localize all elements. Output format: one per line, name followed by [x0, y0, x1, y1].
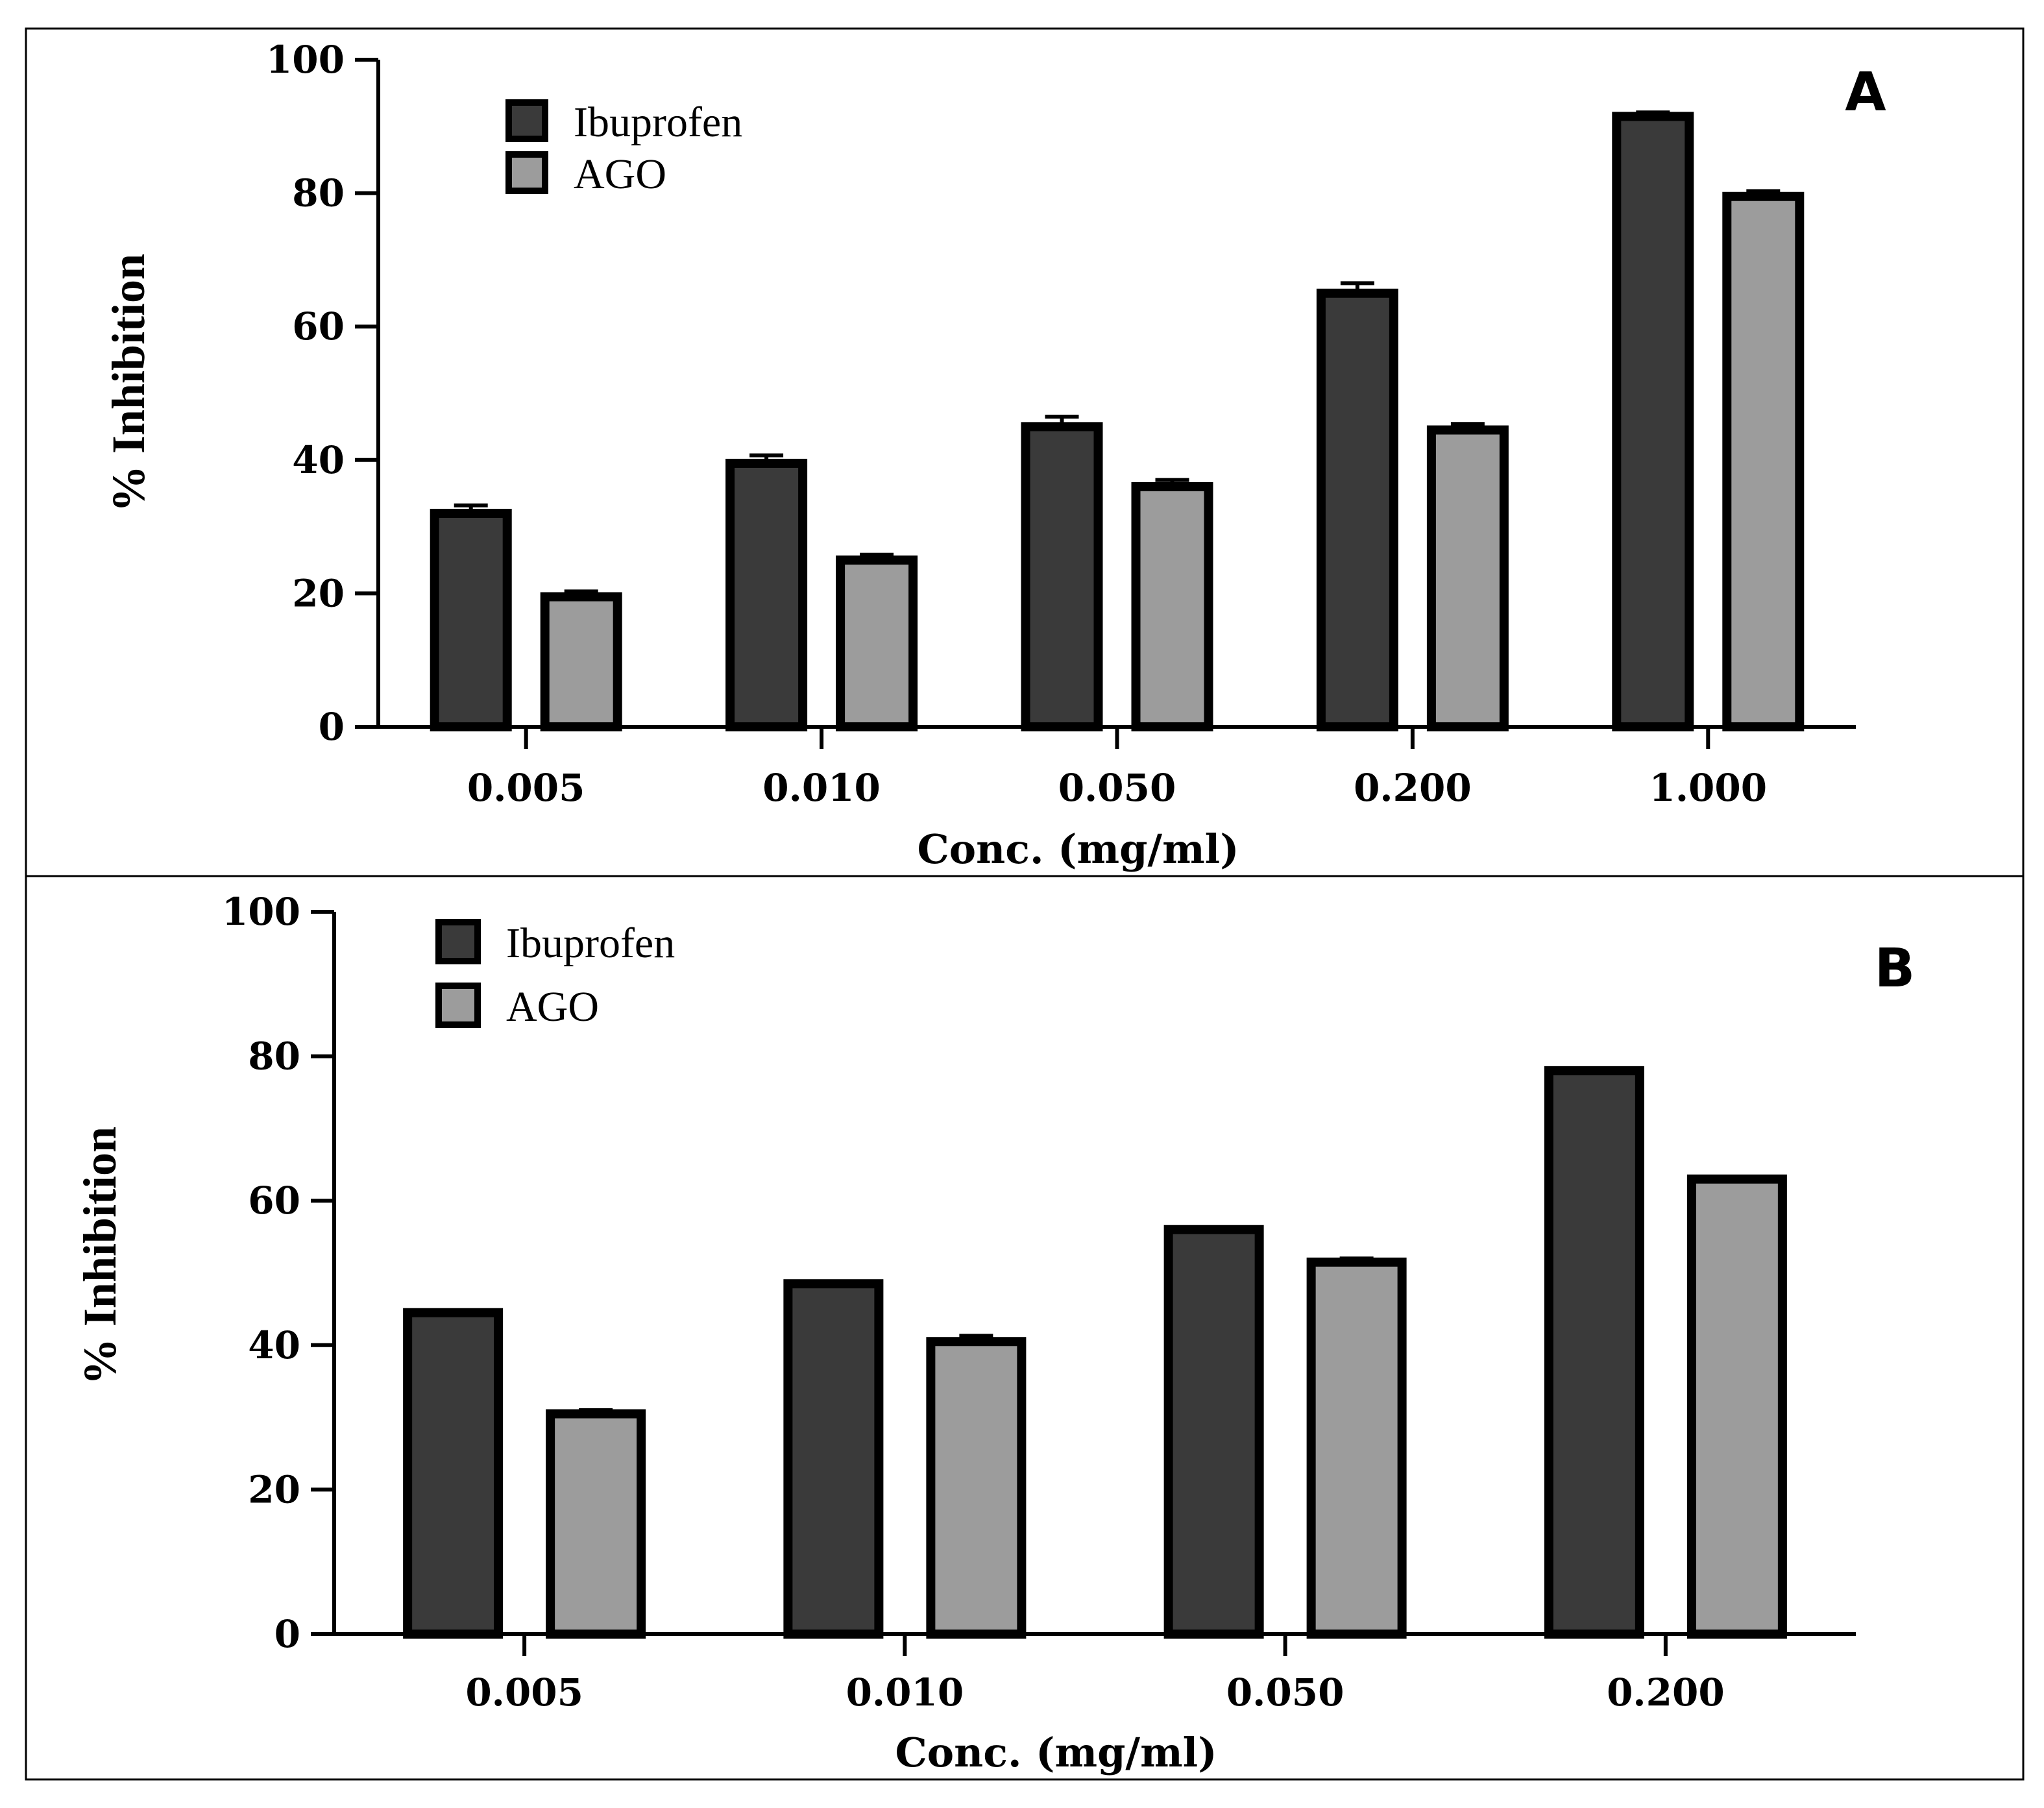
x-tick-label: 1.000	[1649, 766, 1767, 810]
bar-ibuprofen	[403, 1308, 504, 1639]
legend-label: Ibuprofen	[506, 920, 675, 967]
panel-letter: B	[1875, 938, 1916, 999]
bar-ago	[546, 1409, 646, 1639]
legend-label: AGO	[574, 151, 666, 198]
x-tick-label: 0.010	[846, 1670, 964, 1715]
y-tick-label: 40	[248, 1323, 300, 1367]
legend-swatch	[435, 983, 481, 1028]
y-tick-label: 40	[292, 438, 345, 482]
bar-ibuprofen	[783, 1279, 884, 1639]
bar-ago	[540, 592, 622, 731]
legend-label: AGO	[506, 983, 599, 1031]
legend-swatch	[505, 151, 548, 194]
legend-swatch	[505, 99, 548, 142]
bar-ago	[1306, 1257, 1407, 1639]
x-tick-label: 0.200	[1607, 1670, 1725, 1715]
x-tick-label: 0.010	[762, 766, 881, 810]
bar-ibuprofen	[1544, 1066, 1644, 1639]
y-tick-label: 100	[266, 38, 345, 82]
bar-ibuprofen	[1316, 288, 1398, 731]
y-tick-label: 0	[274, 1612, 300, 1656]
bar-ibuprofen	[1163, 1225, 1264, 1639]
chart-panel-a: 0 20 40 60 80 100 0.005 0.010 0.050 0.200 1.000 Con…	[103, 38, 1886, 873]
bar-ago	[1722, 191, 1805, 731]
chart-panel-b: 0 20 40 60 80 100 0.005 0.010 0.050 0.200 Conc. (m…	[74, 890, 1915, 1776]
bar-ago	[1426, 425, 1509, 731]
panel-letter: A	[1845, 62, 1886, 123]
x-axis-title: Conc. (mg/ml)	[895, 1729, 1217, 1776]
panel-b-frame	[25, 875, 2025, 1781]
y-tick-label: 80	[248, 1034, 300, 1079]
x-tick-label: 0.005	[467, 766, 585, 810]
bar-ibuprofen	[725, 458, 808, 731]
y-tick-label: 20	[248, 1467, 300, 1511]
bar-ago	[1686, 1174, 1787, 1639]
legend-label: Ibuprofen	[574, 99, 742, 146]
y-tick-label: 20	[292, 571, 345, 615]
x-tick-label: 0.005	[465, 1670, 583, 1715]
y-tick-label: 0	[319, 705, 345, 749]
x-tick-label: 0.200	[1354, 766, 1472, 810]
y-axis-title: % Inhibition	[103, 254, 154, 512]
bar-ibuprofen	[1021, 422, 1103, 732]
y-tick-label: 60	[292, 304, 345, 348]
legend-swatch	[435, 919, 481, 964]
y-tick-label: 80	[292, 171, 345, 215]
bar-ago	[926, 1337, 1027, 1639]
bar-ago	[1131, 482, 1213, 731]
y-tick-label: 60	[248, 1179, 300, 1223]
x-tick-label: 0.050	[1058, 766, 1176, 810]
x-axis-title: Conc. (mg/ml)	[917, 825, 1239, 873]
y-tick-label: 100	[222, 890, 300, 934]
bar-ibuprofen	[430, 509, 512, 731]
bar-ibuprofen	[1612, 112, 1694, 731]
y-axis-title: % Inhibition	[74, 1127, 126, 1385]
bar-ago	[836, 556, 918, 731]
x-tick-label: 0.050	[1226, 1670, 1344, 1715]
